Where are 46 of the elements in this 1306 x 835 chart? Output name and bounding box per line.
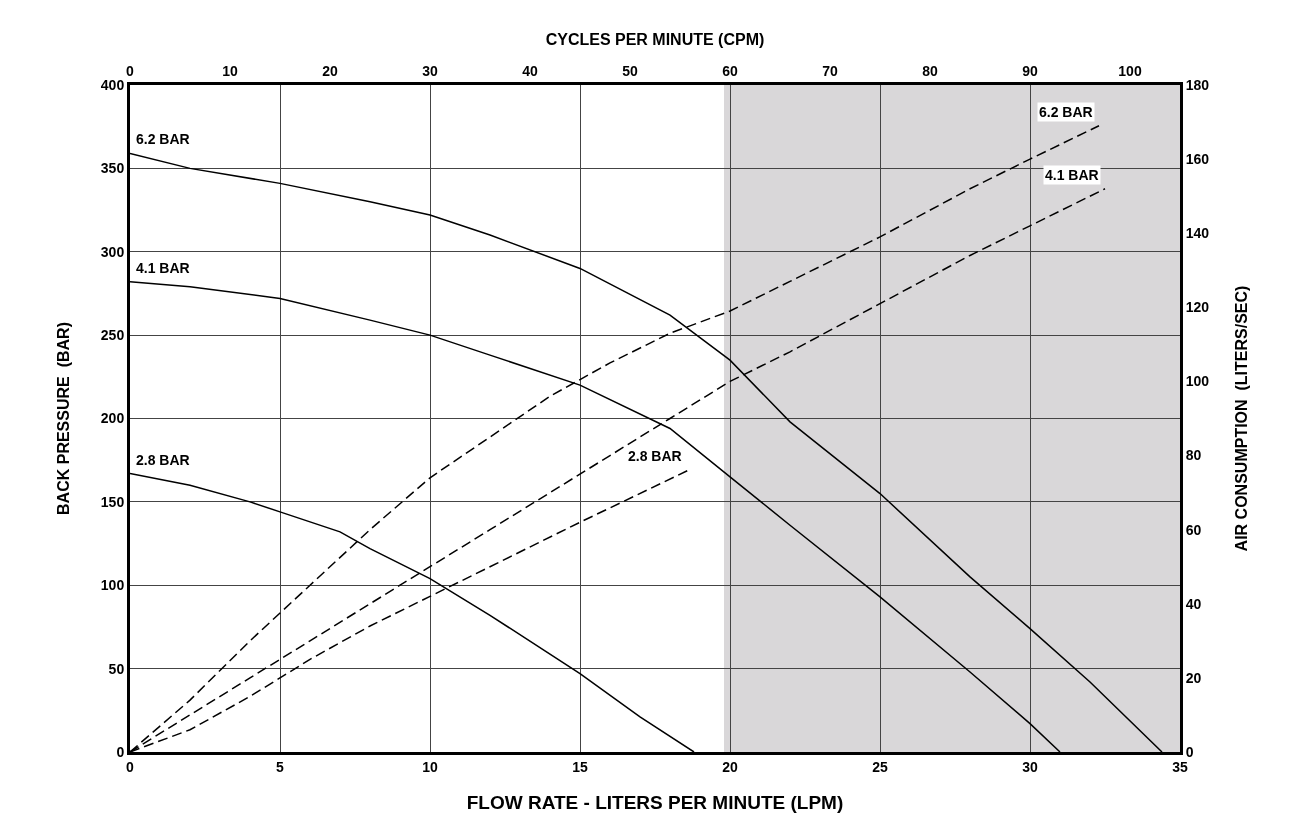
y-axis-title: BACK PRESSURE (BAR) (54, 322, 72, 515)
y2-tick-label: 100 (1185, 373, 1210, 390)
series-label: 6.2 BAR (136, 131, 190, 147)
series-label: 2.8 BAR (628, 448, 682, 464)
y2-tick-label: 80 (1185, 447, 1202, 464)
x-tick-label: 20 (722, 758, 738, 775)
x-tick-label: 30 (1022, 758, 1038, 775)
y-tick-label: 250 (100, 327, 125, 344)
y2-tick-label: 120 (1185, 299, 1210, 316)
x-tick-label: 35 (1172, 758, 1188, 775)
y2-tick-label: 180 (1185, 76, 1210, 93)
y-tick-label: 150 (100, 493, 125, 510)
x2-tick-label: 20 (322, 63, 338, 80)
x-tick-label: 15 (572, 758, 588, 775)
x-tick-label: 25 (872, 758, 888, 775)
y-tick-label: 100 (100, 577, 125, 594)
series-label: 6.2 BAR (1039, 104, 1093, 120)
y-tick-label: 200 (100, 410, 125, 427)
series-label: 4.1 BAR (1045, 167, 1099, 183)
x-axis-title: FLOW RATE - LITERS PER MINUTE (LPM) (466, 791, 844, 813)
x2-tick-label: 90 (1022, 63, 1038, 80)
y-tick-label: 50 (108, 660, 125, 677)
x2-tick-label: 70 (822, 63, 838, 80)
x2-tick-label: 40 (522, 63, 538, 80)
x-tick-label: 5 (276, 758, 285, 775)
series-label: 4.1 BAR (136, 260, 190, 276)
y-tick-label: 0 (116, 743, 125, 760)
y-tick-label: 350 (100, 160, 125, 177)
series-label: 2.8 BAR (136, 452, 190, 468)
x2-tick-label: 10 (222, 63, 238, 80)
x2-tick-label: 100 (1118, 63, 1142, 80)
x2-tick-label: 60 (722, 63, 738, 80)
y-tick-label: 400 (100, 76, 125, 93)
y2-tick-label: 0 (1185, 743, 1194, 760)
y2-tick-label: 140 (1185, 225, 1210, 242)
y2-tick-label: 40 (1185, 595, 1202, 612)
x2-tick-label: 80 (922, 63, 938, 80)
y2-tick-label: 20 (1185, 669, 1202, 686)
y2-tick-label: 160 (1185, 151, 1210, 168)
x-tick-label: 10 (422, 758, 438, 775)
y2-tick-label: 60 (1185, 521, 1202, 538)
y-tick-label: 300 (100, 243, 125, 260)
y2-axis-title: AIR CONSUMPTION (LITERS/SEC) (1233, 285, 1251, 552)
x2-axis-title: CYCLES PER MINUTE (CPM) (545, 31, 765, 49)
x2-tick-label: 30 (422, 63, 438, 80)
x2-tick-label: 50 (622, 63, 638, 80)
